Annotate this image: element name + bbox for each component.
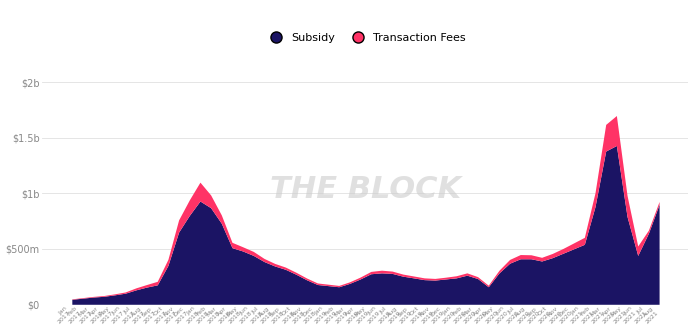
Legend: Subsidy, Transaction Fees: Subsidy, Transaction Fees	[260, 28, 471, 47]
Text: THE BLOCK: THE BLOCK	[270, 175, 461, 204]
